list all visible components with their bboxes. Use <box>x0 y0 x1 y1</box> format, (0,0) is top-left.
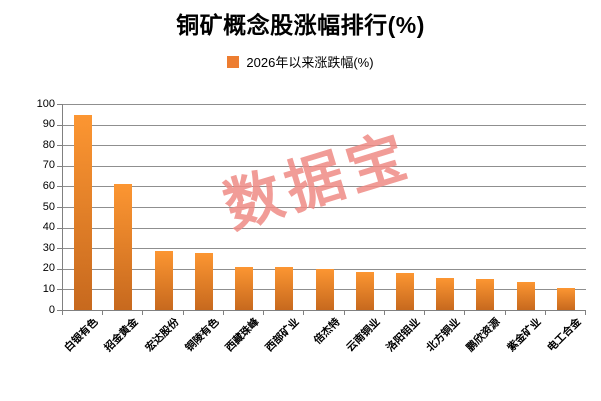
bar <box>476 279 495 310</box>
bar <box>275 266 294 310</box>
x-axis-tick <box>263 311 265 315</box>
y-axis-tick <box>57 104 62 105</box>
bar <box>235 266 254 310</box>
y-axis-label: 10 <box>42 282 55 295</box>
y-axis-label: 100 <box>36 97 55 110</box>
gridline <box>63 227 586 229</box>
y-axis-label: 60 <box>42 179 55 192</box>
bar <box>74 115 93 310</box>
y-axis-tick <box>57 124 62 126</box>
x-axis-tick <box>222 311 224 315</box>
gridline <box>63 186 586 188</box>
chart-title: 铜矿概念股涨幅排行(%) <box>176 12 425 38</box>
bar <box>194 253 213 310</box>
y-axis-label: 30 <box>42 241 55 254</box>
y-axis-tick <box>57 289 62 291</box>
legend-label: 2026年以来涨跌幅(%) <box>246 55 374 70</box>
x-axis-tick <box>343 311 345 315</box>
x-axis-tick <box>383 311 385 315</box>
y-axis-tick <box>57 207 62 208</box>
bar <box>516 282 535 310</box>
legend: 2026年以来涨跌幅(%) <box>0 52 601 71</box>
x-axis-tick <box>585 311 586 315</box>
y-axis-label: 40 <box>42 221 55 234</box>
y-axis-label: 20 <box>42 262 55 275</box>
x-axis-tick <box>424 311 426 315</box>
y-axis-label: 80 <box>42 138 55 151</box>
x-axis-label: 白银有色 <box>62 316 101 355</box>
x-axis-tick <box>504 311 506 315</box>
gridline <box>63 104 586 105</box>
bar <box>315 268 334 310</box>
y-axis-tick <box>57 310 62 311</box>
y-axis-label: 50 <box>42 200 55 213</box>
y-axis-label: 90 <box>42 118 55 131</box>
gridline <box>63 145 586 147</box>
y-axis-label: 70 <box>42 159 55 172</box>
bar <box>154 251 173 310</box>
x-axis-tick <box>182 311 184 315</box>
y-axis-tick <box>57 186 62 188</box>
gridline <box>63 165 586 167</box>
gridline <box>63 124 586 126</box>
gridline <box>63 207 586 208</box>
bar <box>114 184 133 310</box>
x-axis-tick <box>62 311 63 315</box>
x-axis-tick <box>102 311 104 315</box>
x-axis-tick <box>303 311 305 315</box>
y-axis-tick <box>57 165 62 167</box>
bar <box>395 272 414 310</box>
gridline <box>63 248 586 250</box>
y-axis-tick <box>57 248 62 250</box>
x-axis-tick <box>464 311 466 315</box>
bar <box>355 271 374 310</box>
legend-swatch-icon <box>227 55 240 68</box>
y-axis-tick <box>57 227 62 229</box>
bar <box>556 288 575 310</box>
y-axis-tick <box>57 268 62 270</box>
plot-area <box>62 104 586 311</box>
y-axis-label: 0 <box>48 303 55 316</box>
bar <box>436 278 455 310</box>
y-axis-tick <box>57 145 62 147</box>
x-axis-tick <box>544 311 546 315</box>
x-axis-tick <box>142 311 144 315</box>
